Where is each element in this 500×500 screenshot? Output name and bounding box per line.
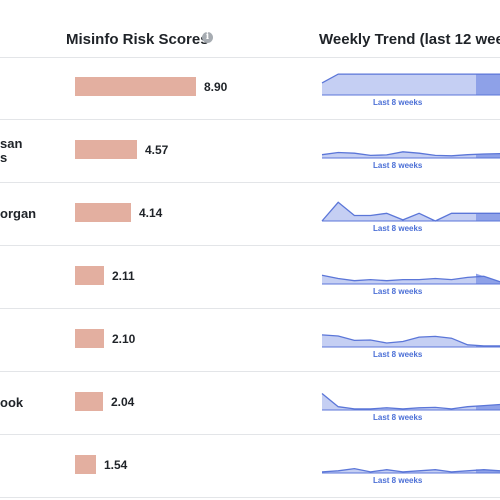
- table-row[interactable]: 1.54 Last 8 weeks: [0, 435, 500, 498]
- risk-score-value: 2.10: [112, 332, 136, 346]
- trend-area: [322, 202, 500, 221]
- risk-score-bar: [75, 140, 137, 159]
- trend-period-label: Last 8 weeks: [373, 161, 423, 170]
- risk-score-value: 8.90: [204, 80, 228, 94]
- table-row[interactable]: organ 4.14 Last 8 weeks: [0, 183, 500, 246]
- weekly-trend-sparkline[interactable]: [321, 323, 500, 348]
- trend-period-label: Last 8 weeks: [373, 224, 423, 233]
- risk-score-value: 4.14: [139, 206, 163, 220]
- table-row[interactable]: 8.90 Last 8 weeks: [0, 57, 500, 120]
- trend-area: [322, 151, 500, 158]
- trend-line: [321, 151, 500, 157]
- trend-area: [322, 74, 500, 95]
- trend-highlight: [476, 74, 500, 95]
- weekly-trend-sparkline[interactable]: [321, 386, 500, 411]
- risk-score-value: 4.57: [145, 143, 169, 157]
- info-icon[interactable]: i: [202, 32, 213, 43]
- trend-area: [322, 334, 500, 347]
- entity-name-line: s: [0, 150, 8, 165]
- trend-period-label: Last 8 weeks: [373, 287, 423, 296]
- risk-score-bar: [75, 203, 131, 222]
- risk-score-bar: [75, 266, 104, 285]
- trend-line: [321, 467, 500, 473]
- weekly-trend-sparkline[interactable]: [321, 134, 500, 159]
- risk-score-value: 2.04: [111, 395, 135, 409]
- risk-scores-column-header[interactable]: Misinfo Risk Scores: [66, 31, 209, 48]
- entity-name-line: organ: [0, 206, 37, 221]
- trend-highlight: [476, 273, 500, 284]
- trend-highlight: [476, 213, 500, 221]
- weekly-trend-sparkline[interactable]: [321, 449, 500, 474]
- trend-period-label: Last 8 weeks: [373, 413, 423, 422]
- trend-line: [321, 392, 500, 410]
- table-row[interactable]: 2.11 Last 8 weeks: [0, 246, 500, 309]
- trend-line: [321, 201, 500, 222]
- entity-name-line: ook: [0, 395, 24, 410]
- risk-score-bar: [75, 455, 96, 474]
- trend-period-label: Last 8 weeks: [373, 98, 423, 107]
- entity-name: san s: [0, 137, 22, 165]
- trend-line: [321, 73, 500, 84]
- table-header: Misinfo Risk Scores i Weekly Trend (last…: [0, 0, 500, 58]
- entity-name: ook: [0, 396, 23, 410]
- weekly-trend-sparkline[interactable]: [321, 260, 500, 285]
- trend-period-label: Last 8 weeks: [373, 476, 423, 485]
- weekly-trend-sparkline[interactable]: [321, 71, 500, 96]
- entity-name: organ: [0, 207, 36, 221]
- trend-line: [321, 334, 500, 347]
- table-row[interactable]: 2.10 Last 8 weeks: [0, 309, 500, 372]
- risk-score-value: 2.11: [112, 269, 135, 283]
- table-row[interactable]: san s 4.57 Last 8 weeks: [0, 120, 500, 183]
- weekly-trend-column-header[interactable]: Weekly Trend (last 12 weeks: [319, 31, 500, 48]
- risk-score-value: 1.54: [104, 458, 128, 472]
- risk-score-bar: [75, 329, 104, 348]
- risk-score-bar: [75, 392, 103, 411]
- weekly-trend-sparkline[interactable]: [321, 197, 500, 222]
- trend-line: [321, 274, 500, 283]
- risk-score-bar: [75, 77, 196, 96]
- table-row[interactable]: ook 2.04 Last 8 weeks: [0, 372, 500, 435]
- trend-period-label: Last 8 weeks: [373, 350, 423, 359]
- entity-name-line: san: [0, 136, 23, 151]
